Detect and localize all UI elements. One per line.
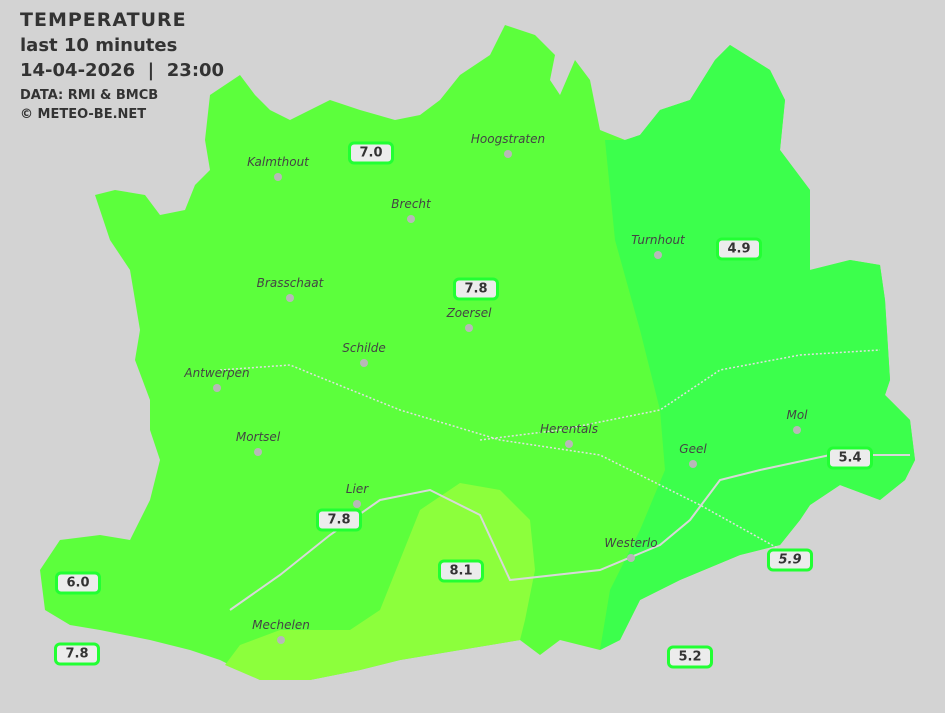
city-label: Turnhout	[631, 233, 685, 247]
city-marker	[274, 173, 282, 181]
city-marker	[627, 554, 635, 562]
temperature-label[interactable]: 5.2	[667, 645, 713, 669]
city-marker	[213, 384, 221, 392]
temperature-label[interactable]: 7.8	[453, 277, 499, 301]
temperature-label[interactable]: 8.1	[438, 559, 484, 583]
city-label: Herentals	[540, 422, 598, 436]
map-title: TEMPERATURE	[20, 9, 187, 31]
temperature-label[interactable]: 7.8	[316, 508, 362, 532]
temperature-label[interactable]: 5.4	[827, 446, 873, 470]
city-label: Mechelen	[252, 618, 310, 632]
map-datetime: 14-04-2026 | 23:00	[20, 60, 225, 81]
map-subtitle: last 10 minutes	[20, 35, 178, 56]
city-marker	[360, 359, 368, 367]
temperature-label[interactable]: 4.9	[716, 237, 762, 261]
city-marker	[353, 500, 361, 508]
city-marker	[793, 426, 801, 434]
city-marker	[407, 215, 415, 223]
city-label: Lier	[345, 482, 369, 496]
data-source: DATA: RMI & BMCB	[20, 88, 159, 103]
city-marker	[504, 150, 512, 158]
city-label: Kalmthout	[247, 155, 309, 169]
temperature-label[interactable]: 5.9	[767, 548, 813, 572]
copyright: © METEO-BE.NET	[20, 107, 147, 122]
region-central-warm	[225, 483, 535, 680]
city-label: Westerlo	[604, 536, 658, 550]
city-label: Schilde	[342, 341, 386, 355]
city-marker	[465, 324, 473, 332]
city-marker	[654, 251, 662, 259]
city-label: Brecht	[391, 197, 431, 211]
city-label: Mol	[786, 408, 808, 422]
temperature-label[interactable]: 7.8	[54, 642, 100, 666]
city-marker	[565, 440, 573, 448]
city-label: Brasschaat	[256, 276, 324, 290]
city-label: Zoersel	[446, 306, 492, 320]
temperature-label[interactable]: 6.0	[55, 571, 101, 595]
city-marker	[277, 636, 285, 644]
city-marker	[286, 294, 294, 302]
city-marker	[254, 448, 262, 456]
region-east-cool	[600, 45, 915, 650]
city-label: Mortsel	[235, 430, 281, 444]
railway	[219, 349, 881, 556]
city-label: Hoogstraten	[470, 132, 546, 146]
city-label: Geel	[679, 442, 707, 456]
city-marker	[689, 460, 697, 468]
temperature-label[interactable]: 7.0	[348, 141, 394, 165]
city-label: Antwerpen	[184, 366, 250, 380]
